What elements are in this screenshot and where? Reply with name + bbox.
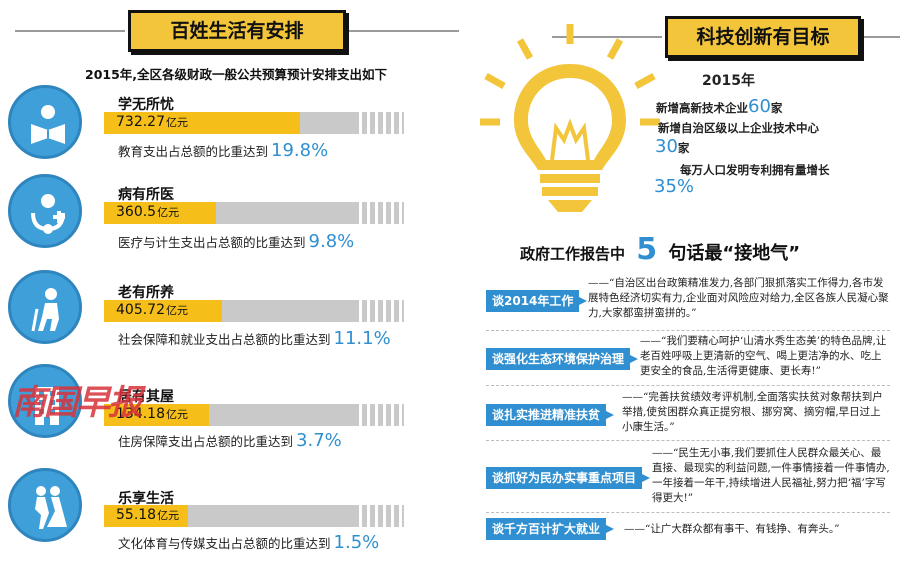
tech-num-60: 60 [748, 96, 771, 117]
divider-4 [486, 512, 890, 513]
left-intro: 2015年,全区各级财政一般公共预算预计安排支出如下 [85, 67, 388, 82]
quote-text-2: ——“我们要精心呵护‘山清水秀生态美’的特色品牌,让老百姓呼吸上更清新的空气、喝… [640, 335, 887, 377]
pension-bar-fill [104, 300, 222, 322]
reading-student-icon [8, 85, 82, 159]
housing-pct: 3.7% [296, 430, 342, 451]
quote-text-5: ——“让广大群众都有事干、有钱挣、有奔头。” [624, 523, 840, 535]
leisure-desc: 文化体育与传媒支出占总额的比重达到 1.5% [118, 532, 380, 553]
report-title: 政府工作报告中 5 句话最“接地气” [520, 232, 801, 267]
leisure-pct: 1.5% [333, 532, 380, 553]
item-title-pension: 老有所养 [118, 285, 174, 301]
quote-text-1: ——“自治区出台政策精准发力,各部门狠抓落实工作得力,各市发展特色经济切实有力,… [588, 277, 889, 319]
dancing-couple-icon [8, 468, 82, 542]
tech-line-4: 每万人口发明专利拥有量增长 [680, 163, 830, 177]
quote-label-1: 谈2014年工作 [486, 290, 588, 312]
medical-bar-stripes [354, 202, 404, 224]
item-title-medical: 病有所医 [118, 187, 174, 203]
tech-line-1: 新增高新技术企业60家 [656, 96, 783, 117]
quote-label-2: 谈强化生态环境保护治理 [486, 348, 639, 370]
medical-pct: 9.8% [308, 231, 355, 252]
pension-pct: 11.1% [333, 328, 391, 349]
medical-bar: 360.5亿元 [104, 202, 404, 224]
tech-num-35pct: 35% [654, 176, 695, 197]
quote-label-3: 谈扎实推进精准扶贫 [486, 404, 615, 426]
watermark-logo: 南国早报 [12, 383, 142, 423]
tech-line-2: 新增自治区级以上企业技术中心 [658, 121, 819, 135]
education-desc: 教育支出占总额的比重达到 19.8% [118, 140, 329, 161]
medical-value: 360.5亿元 [116, 204, 180, 220]
divider-2 [486, 385, 890, 386]
quote-label-5: 谈千方百计扩大就业 [486, 518, 615, 540]
divider-3 [486, 440, 890, 441]
lightbulb-icon [478, 20, 663, 224]
quote-text-4: ——“民生无小事,我们要抓住人民群众最关心、最直接、最现实的利益问题,一件事情接… [652, 447, 890, 504]
leisure-bar-fill [104, 505, 188, 527]
left-banner: 百姓生活有安排 [15, 10, 459, 52]
elderly-cane-icon [8, 270, 82, 344]
quote-label-4: 谈抓好为民办实事重点项目 [486, 467, 651, 489]
tech-line-3: 30家 [655, 136, 690, 157]
education-value: 732.27亿元 [116, 114, 188, 130]
divider-1 [486, 330, 890, 331]
tech-num-30: 30 [655, 136, 678, 157]
education-bar: 732.27亿元 [104, 112, 404, 134]
housing-bar-stripes [354, 404, 404, 426]
pension-value: 405.72亿元 [116, 302, 188, 318]
housing-desc: 住房保障支出占总额的比重达到 3.7% [118, 430, 342, 451]
pension-bar-stripes [354, 300, 404, 322]
item-title-housing: 居有其屋 [118, 389, 174, 405]
leisure-value: 55.18亿元 [116, 507, 180, 523]
leisure-bar-stripes [354, 505, 404, 527]
item-title-leisure: 乐享生活 [118, 491, 174, 507]
medical-desc: 医疗与计生支出占总额的比重达到 9.8% [118, 231, 355, 252]
education-pct: 19.8% [271, 140, 329, 161]
report-number: 5 [636, 232, 658, 267]
education-bar-fill [104, 112, 300, 134]
medical-bar-fill [104, 202, 216, 224]
pension-desc: 社会保障和就业支出占总额的比重达到 11.1% [118, 328, 391, 349]
housing-value: 134.18亿元 [116, 406, 188, 422]
tech-line-5: 35% [654, 176, 694, 197]
education-bar-stripes [354, 112, 404, 134]
doctor-stethoscope-icon [8, 174, 82, 248]
housing-bar-fill [104, 404, 209, 426]
pension-bar: 405.72亿元 [104, 300, 404, 322]
quote-text-3: ——“完善扶贫绩效考评机制,全面落实扶贫对象帮扶到户举措,使贫困群众真正提穷根、… [622, 391, 883, 433]
right-banner: 科技创新有目标 [552, 16, 900, 58]
tech-year: 2015年 [702, 73, 755, 89]
item-title-education: 学无所忧 [118, 97, 174, 113]
housing-bar: 134.18亿元 [104, 404, 404, 426]
building-icon [8, 364, 82, 438]
leisure-bar: 55.18亿元 [104, 505, 404, 527]
